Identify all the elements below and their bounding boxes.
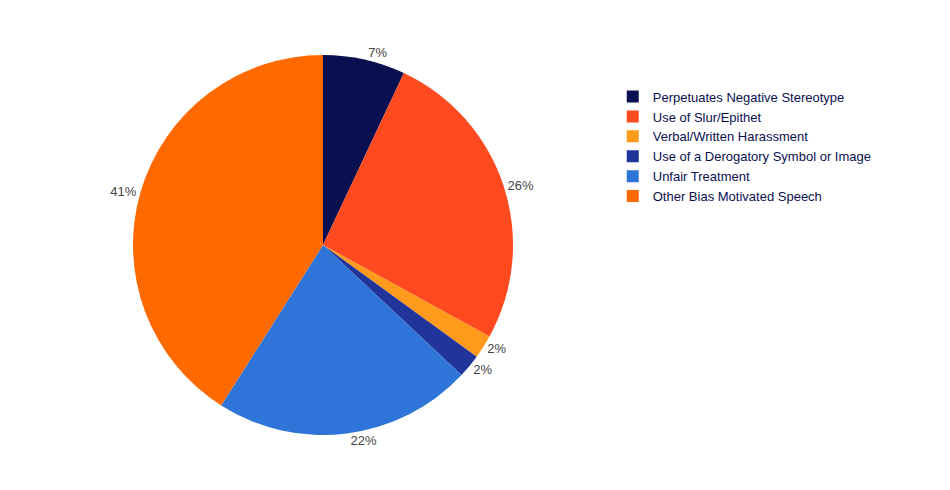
svg-text:22%: 22%	[351, 433, 377, 448]
svg-text:7%: 7%	[368, 45, 387, 60]
svg-text:Other Bias Motivated Speech: Other Bias Motivated Speech	[653, 189, 822, 204]
svg-text:Use of Slur/Epithet: Use of Slur/Epithet	[653, 110, 762, 125]
svg-text:2%: 2%	[473, 362, 492, 377]
svg-text:Verbal/Written Harassment: Verbal/Written Harassment	[653, 129, 808, 144]
svg-text:Unfair Treatment: Unfair Treatment	[653, 169, 750, 184]
svg-text:26%: 26%	[507, 178, 533, 193]
svg-text:2%: 2%	[487, 341, 506, 356]
svg-text:Perpetuates Negative Stereotyp: Perpetuates Negative Stereotype	[653, 90, 845, 105]
svg-text:41%: 41%	[110, 184, 136, 199]
svg-text:Use of a Derogatory Symbol or: Use of a Derogatory Symbol or Image	[653, 149, 871, 164]
